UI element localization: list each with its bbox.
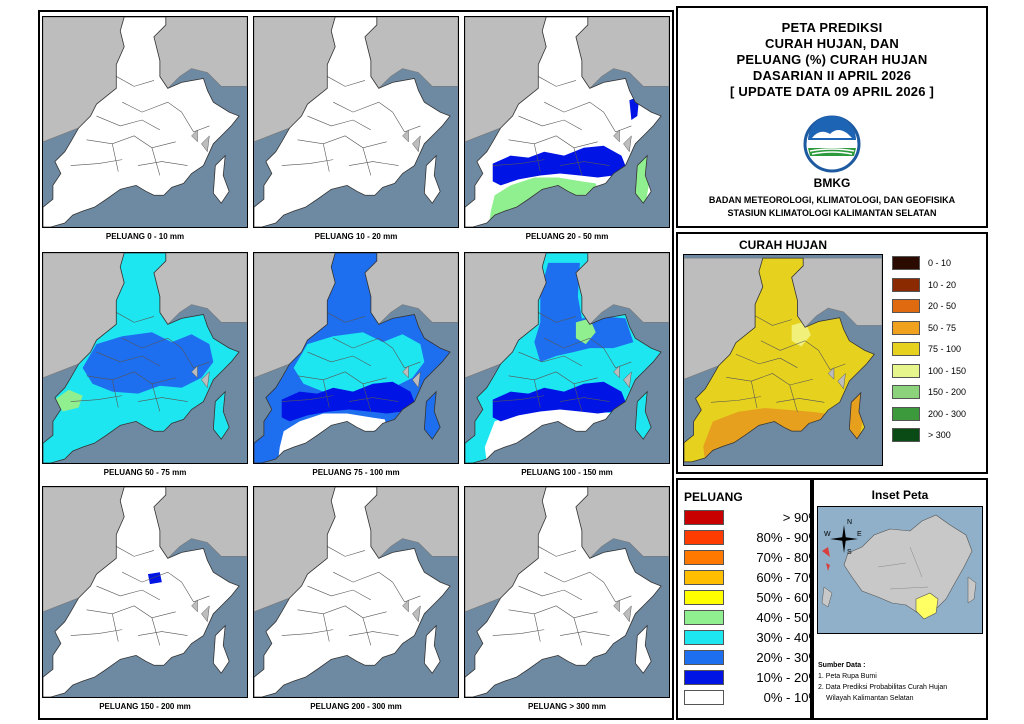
legend-label: > 300: [928, 430, 951, 440]
probability-legend-item: 30% - 40%: [684, 630, 820, 645]
logo-text: BMKG: [813, 176, 851, 190]
legend-swatch: [684, 590, 724, 605]
legend-swatch: [892, 342, 920, 356]
legend-swatch: [892, 299, 920, 313]
rainfall-title: CURAH HUJAN: [738, 238, 827, 252]
probability-map-panel: [253, 486, 459, 698]
probability-legend-item: 20% - 30%: [684, 650, 820, 665]
legend-label: 70% - 80%: [756, 550, 820, 565]
title-box: PETA PREDIKSI CURAH HUJAN, DAN PELUANG (…: [676, 6, 988, 228]
probability-legend-item: 0% - 10%: [684, 690, 820, 705]
probability-legend-item: > 90%: [684, 510, 820, 525]
legend-label: 50% - 60%: [756, 590, 820, 605]
legend-swatch: [684, 650, 724, 665]
rainfall-box: CURAH HUJAN 0 - 10 10 - 20 20 - 50 50 - 75 7…: [676, 232, 988, 474]
probability-map-panel: [42, 16, 248, 228]
legend-label: 0% - 10%: [763, 690, 820, 705]
legend-swatch: [684, 610, 724, 625]
panel-caption: PELUANG 10 - 20 mm: [314, 232, 398, 241]
probability-map-panel: [464, 16, 670, 228]
legend-swatch: [892, 256, 920, 270]
legend-swatch: [684, 630, 724, 645]
rainfall-legend-item: 0 - 10: [892, 256, 951, 270]
legend-swatch: [684, 510, 724, 525]
legend-swatch: [684, 670, 724, 685]
probability-legend-box: PELUANG > 90% 80% - 90% 70% - 80% 60% - 70%…: [676, 478, 820, 720]
legend-swatch: [684, 550, 724, 565]
rainfall-legend-item: 50 - 75: [892, 320, 957, 335]
data-sources: Sumber Data : 1. Peta Rupa Bumi 2. Data …: [818, 662, 948, 702]
legend-label: 10% - 20%: [756, 670, 820, 685]
probability-legend-item: 40% - 50%: [684, 610, 820, 625]
panel-caption: PELUANG 75 - 100 mm: [312, 468, 400, 477]
inset-box: Inset Peta N S E W Sumber Data : 1. Peta…: [812, 478, 988, 720]
legend-label: 60% - 70%: [756, 570, 820, 585]
legend-swatch: [892, 277, 920, 292]
probability-legend-title: PELUANG: [684, 490, 743, 504]
inset-title: Inset Peta: [871, 488, 929, 502]
probability-map-panel: [464, 486, 670, 698]
legend-label: 75 - 100: [928, 344, 962, 354]
legend-label: 100 - 150: [928, 365, 967, 376]
legend-swatch: [892, 406, 920, 421]
rainfall-legend-item: 150 - 200: [892, 385, 966, 399]
legend-label: 20 - 50: [928, 301, 957, 311]
legend-label: 20% - 30%: [756, 650, 820, 665]
panel-caption: PELUANG 0 - 10 mm: [105, 232, 185, 241]
probability-map-panel: [253, 16, 459, 228]
probability-map-panel: [464, 252, 670, 464]
compass-w: W: [824, 531, 831, 538]
legend-label: 50 - 75: [928, 322, 957, 333]
rainfall-legend-item: 200 - 300: [892, 406, 967, 421]
probability-map-panel: [42, 252, 248, 464]
legend-swatch: [684, 570, 724, 585]
legend-swatch: [892, 320, 920, 335]
legend-swatch: [892, 363, 920, 378]
rainfall-legend-item: 100 - 150: [892, 363, 967, 378]
legend-swatch: [892, 428, 920, 442]
bmkg-logo: [803, 115, 861, 173]
legend-label: 30% - 40%: [756, 630, 820, 645]
rainfall-legend-item: > 300: [892, 428, 951, 442]
legend-swatch: [684, 530, 724, 545]
compass-s: S: [847, 549, 852, 556]
probability-map-panel: [42, 486, 248, 698]
compass-n: N: [847, 519, 853, 526]
legend-label: 10 - 20: [928, 279, 957, 290]
panel-caption: PELUANG 200 - 300 mm: [310, 702, 402, 711]
rainfall-legend-item: 20 - 50: [892, 299, 956, 313]
map-grid-frame: [38, 10, 674, 720]
probability-legend-item: 60% - 70%: [684, 570, 820, 585]
panel-caption: PELUANG 20 - 50 mm: [525, 232, 609, 241]
rainfall-map: [683, 254, 883, 466]
legend-label: 40% - 50%: [756, 610, 820, 625]
legend-label: 200 - 300: [928, 408, 967, 419]
probability-legend-item: 70% - 80%: [684, 550, 820, 565]
compass-e: E: [857, 531, 862, 538]
probability-legend-item: 80% - 90%: [684, 530, 820, 545]
legend-label: 80% - 90%: [756, 530, 820, 545]
legend-label: 0 - 10: [928, 258, 952, 268]
rainfall-legend-item: 10 - 20: [892, 277, 957, 292]
panel-caption: PELUANG 50 - 75 mm: [103, 468, 187, 477]
legend-label: > 90%: [782, 510, 820, 525]
map-title: PETA PREDIKSI CURAH HUJAN, DAN PELUANG (…: [730, 20, 934, 99]
legend-label: 150 - 200: [928, 387, 967, 397]
probability-legend-item: 10% - 20%: [684, 670, 820, 685]
probability-map-panel: [253, 252, 459, 464]
panel-caption: PELUANG > 300 mm: [527, 702, 607, 711]
compass-rose: N S E W: [824, 519, 862, 557]
legend-swatch: [684, 690, 724, 705]
inset-map: N S E W: [817, 506, 983, 634]
rainfall-legend-item: 75 - 100: [892, 342, 961, 356]
panel-caption: PELUANG 100 - 150 mm: [521, 468, 613, 477]
probability-legend-item: 50% - 60%: [684, 590, 820, 605]
legend-swatch: [892, 385, 920, 399]
panel-caption: PELUANG 150 - 200 mm: [99, 702, 191, 711]
agency-name: BADAN METEOROLOGI, KLIMATOLOGI, DAN GEOF…: [708, 195, 956, 218]
